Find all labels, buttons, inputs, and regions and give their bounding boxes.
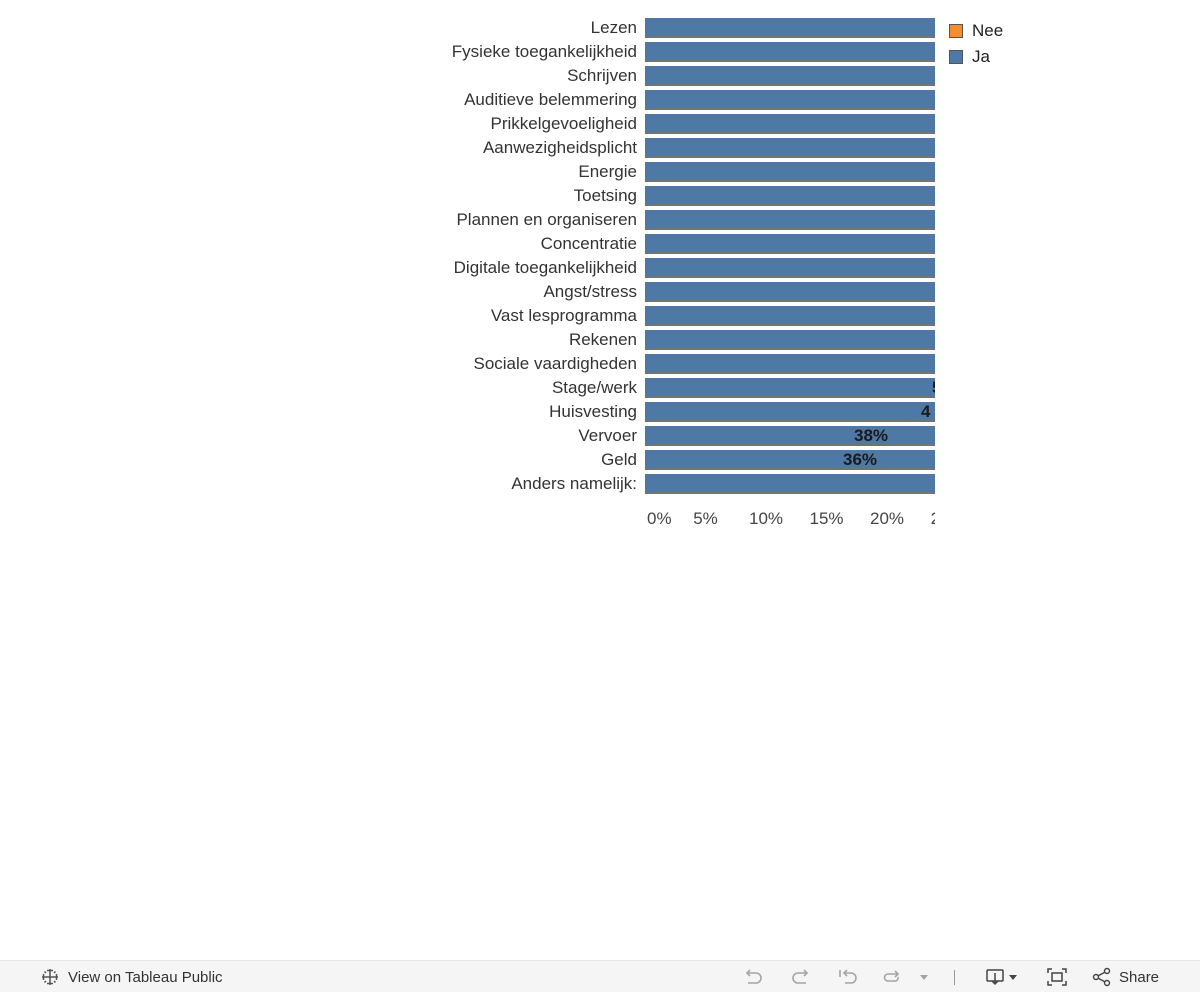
bar-auditieve-belemmering <box>645 90 935 108</box>
bar-geld <box>645 450 935 468</box>
bar-angst-stress <box>645 282 935 300</box>
data-label-geld: 36% <box>843 450 877 469</box>
undo-icon <box>742 967 764 987</box>
category-label-aanwezigheidsplicht: Aanwezigheidsplicht <box>483 138 637 157</box>
legend-label-ja: Ja <box>972 47 990 66</box>
bar-anders-namelijk <box>645 474 935 492</box>
toolbar-separator <box>954 970 955 985</box>
caret-down-icon <box>918 967 930 987</box>
category-label-vervoer: Vervoer <box>578 426 637 445</box>
category-label-vast-lesprogramma: Vast lesprogramma <box>491 306 638 325</box>
x-tick-label-0: 0% <box>647 509 672 528</box>
x-tick-label-4: 20% <box>870 509 904 528</box>
bar-fysieke-toegankelijkheid <box>645 42 935 60</box>
share-icon <box>1092 967 1112 987</box>
category-label-auditieve-belemmering: Auditieve belemmering <box>464 90 637 109</box>
share-button[interactable]: Share <box>1092 961 1159 993</box>
category-label-schrijven: Schrijven <box>567 66 637 85</box>
legend-swatch-ja <box>949 50 963 64</box>
category-label-prikkelgevoeligheid: Prikkelgevoeligheid <box>491 114 637 133</box>
category-label-anders-namelijk: Anders namelijk: <box>511 474 637 493</box>
x-tick-label-3: 15% <box>809 509 843 528</box>
category-label-digitale-toegankelijkheid: Digitale toegankelijkheid <box>454 258 637 277</box>
chart-area: Lezen Fysieke toegankelijkheid Schrijven Au… <box>452 18 1003 528</box>
data-label-huisvesting: 4 <box>921 402 931 421</box>
bar-plannen-en-organiseren <box>645 210 935 228</box>
bar-stage-werk <box>645 378 935 396</box>
pause-updates-button[interactable] <box>881 961 903 993</box>
category-label-plannen-en-organiseren: Plannen en organiseren <box>456 210 637 229</box>
bar-chart: Lezen Fysieke toegankelijkheid Schrijven Au… <box>452 18 941 528</box>
full-screen-icon <box>1046 967 1068 987</box>
tableau-logo-icon <box>40 967 60 987</box>
bar-prikkelgevoeligheid <box>645 114 935 132</box>
legend-item-nee[interactable]: Nee <box>949 18 1003 44</box>
x-tick-label-2: 10% <box>749 509 783 528</box>
category-label-fysieke-toegankelijkheid: Fysieke toegankelijkheid <box>452 42 637 61</box>
category-label-sociale-vaardigheden: Sociale vaardigheden <box>473 354 637 373</box>
category-label-lezen: Lezen <box>591 18 637 37</box>
bar-huisvesting <box>645 402 935 420</box>
data-label-stage-werk: 5 <box>932 378 941 397</box>
category-label-geld: Geld <box>601 450 637 469</box>
tableau-toolbar: View on Tableau Public <box>0 960 1200 992</box>
bar-vervoer <box>645 426 935 444</box>
bar-lezen <box>645 18 935 36</box>
refresh-icon <box>881 967 903 987</box>
download-button[interactable] <box>985 961 1019 993</box>
legend-swatch-nee <box>949 24 963 38</box>
x-tick-label-5: 2 <box>931 509 940 528</box>
bar-concentratie <box>645 234 935 252</box>
download-icon <box>985 967 1007 987</box>
redo-icon <box>790 967 812 987</box>
category-label-huisvesting: Huisvesting <box>549 402 637 421</box>
full-screen-button[interactable] <box>1046 961 1068 993</box>
category-label-rekenen: Rekenen <box>569 330 637 349</box>
redo-button[interactable] <box>790 961 812 993</box>
x-tick-label-1: 5% <box>693 509 718 528</box>
category-label-energie: Energie <box>578 162 637 181</box>
category-label-stage-werk: Stage/werk <box>552 378 638 397</box>
view-on-tableau-public-link[interactable]: View on Tableau Public <box>40 961 223 993</box>
legend-label-nee: Nee <box>972 21 1004 40</box>
category-label-toetsing: Toetsing <box>574 186 637 205</box>
undo-button[interactable] <box>742 961 764 993</box>
bar-sociale-vaardigheden <box>645 354 935 372</box>
data-label-vervoer: 38% <box>854 426 888 445</box>
more-undo-options-button[interactable] <box>918 961 930 993</box>
bar-toetsing <box>645 186 935 204</box>
download-caret-icon <box>1007 967 1019 987</box>
view-on-tableau-public-label: View on Tableau Public <box>68 968 223 986</box>
legend: Nee Ja <box>949 18 1003 70</box>
bar-digitale-toegankelijkheid <box>645 258 935 276</box>
share-label: Share <box>1119 968 1160 986</box>
revert-button[interactable] <box>837 961 859 993</box>
revert-icon <box>837 967 859 987</box>
legend-item-ja[interactable]: Ja <box>949 44 1003 70</box>
bar-rekenen <box>645 330 935 348</box>
bar-aanwezigheidsplicht <box>645 138 935 156</box>
bar-schrijven <box>645 66 935 84</box>
category-label-concentratie: Concentratie <box>541 234 637 253</box>
category-label-angst-stress: Angst/stress <box>543 282 637 301</box>
bar-energie <box>645 162 935 180</box>
bar-vast-lesprogramma <box>645 306 935 324</box>
